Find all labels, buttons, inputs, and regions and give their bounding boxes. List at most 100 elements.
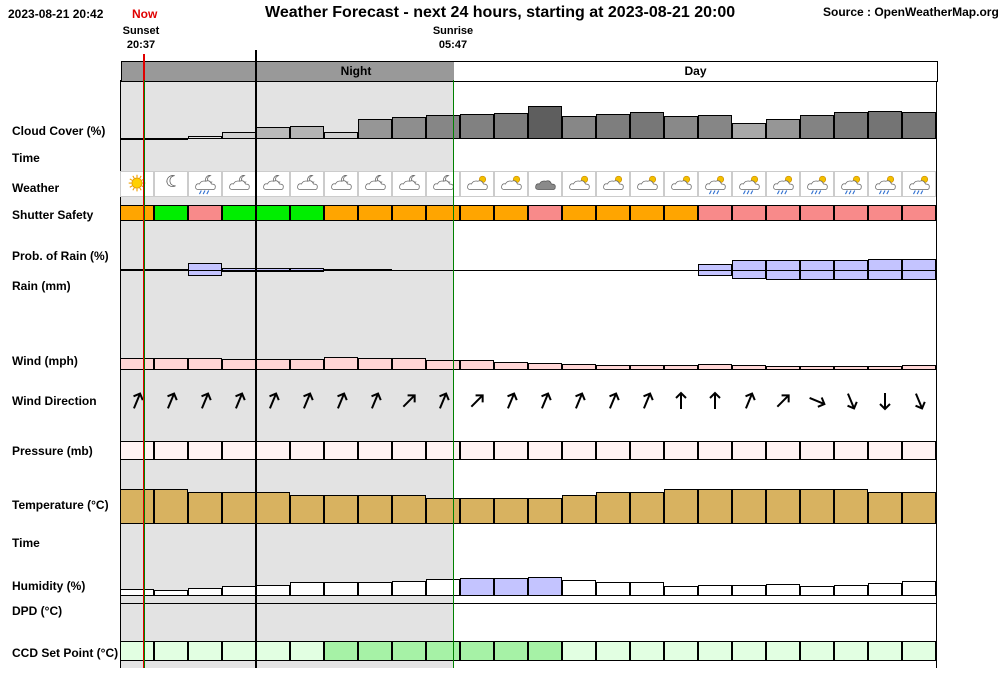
ccd-cell	[766, 641, 800, 661]
wind-arrow-icon	[494, 390, 528, 412]
humidity-bar	[188, 588, 222, 596]
cloud-cover-bar	[800, 115, 834, 139]
shutter-safety-cell	[834, 205, 868, 221]
shutter-safety-cell	[494, 205, 528, 221]
temperature-bar	[358, 495, 392, 524]
humidity-bar	[834, 585, 868, 596]
moon-cloud-icon	[324, 171, 358, 197]
temperature-bar	[256, 492, 290, 524]
ccd-cell	[222, 641, 256, 661]
pressure-cell	[596, 441, 630, 460]
sun-cloud-rain-icon	[698, 171, 732, 197]
shutter-safety-cell	[426, 205, 460, 221]
ccd-cell	[358, 641, 392, 661]
pressure-cell	[664, 441, 698, 460]
ccd-cell	[154, 641, 188, 661]
humidity-bar	[698, 585, 732, 596]
pressure-cell	[460, 441, 494, 460]
rain-prob-bar	[188, 263, 222, 276]
ccd-cell	[868, 641, 902, 661]
sun-cloud-rain-icon	[800, 171, 834, 197]
temperature-bar	[800, 489, 834, 524]
shutter-safety-cell	[392, 205, 426, 221]
temperature-bar	[562, 495, 596, 524]
sunrise-text: Sunrise	[432, 25, 474, 37]
shutter-safety-cell	[766, 205, 800, 221]
sun-cloud-rain-icon	[732, 171, 766, 197]
pressure-cell	[154, 441, 188, 460]
cloud-cover-bar	[596, 114, 630, 139]
rain-baseline	[120, 270, 936, 271]
pressure-cell	[392, 441, 426, 460]
label-wind: Wind (mph)	[12, 354, 78, 368]
ccd-cell	[494, 641, 528, 661]
wind-baseline	[120, 369, 936, 370]
shutter-safety-cell	[562, 205, 596, 221]
wind-arrow-icon	[664, 390, 698, 412]
humidity-bar	[256, 585, 290, 596]
ccd-cell	[528, 641, 562, 661]
ccd-cell	[256, 641, 290, 661]
wind-arrow-icon	[868, 390, 902, 412]
label-wind-direction: Wind Direction	[12, 394, 97, 408]
cloud-cover-bar	[392, 117, 426, 139]
humidity-bar	[630, 582, 664, 596]
moon-cloud-icon	[290, 171, 324, 197]
cloud-icon	[528, 171, 562, 197]
moon-cloud-icon	[222, 171, 256, 197]
humidity-bar	[120, 589, 154, 596]
cloud-cover-bar	[154, 138, 188, 140]
now-label: Now	[132, 7, 158, 21]
cloud-cover-bar	[528, 106, 562, 139]
shutter-safety-cell	[868, 205, 902, 221]
humidity-bar	[494, 578, 528, 596]
ccd-cell	[562, 641, 596, 661]
page-title: Weather Forecast - next 24 hours, starti…	[265, 4, 736, 21]
ccd-cell	[596, 641, 630, 661]
label-time-bottom: Time	[12, 536, 40, 550]
temperature-bar	[392, 495, 426, 524]
cloud-cover-bar	[188, 136, 222, 139]
humidity-bar	[426, 579, 460, 596]
sun-cloud-rain-icon	[902, 171, 936, 197]
humidity-bar	[596, 582, 630, 596]
label-time: Time	[12, 151, 40, 165]
wind-arrow-icon	[596, 390, 630, 412]
label-pressure: Pressure (mb)	[12, 444, 93, 458]
humidity-bar	[392, 581, 426, 596]
cloud-cover-bar	[290, 126, 324, 139]
humidity-bar	[868, 583, 902, 596]
wind-arrow-icon	[188, 390, 222, 412]
day-band: Day	[454, 61, 938, 82]
shutter-safety-cell	[120, 205, 154, 221]
cloud-cover-bar	[120, 138, 154, 140]
wind-arrow-icon	[290, 390, 324, 412]
pressure-cell	[766, 441, 800, 460]
label-weather: Weather	[12, 181, 60, 195]
sun-cloud-rain-icon	[766, 171, 800, 197]
wind-arrow-icon	[630, 390, 664, 412]
temperature-bar	[222, 492, 256, 524]
midnight-line	[255, 50, 257, 668]
humidity-bar	[732, 585, 766, 596]
cloud-cover-bar	[698, 115, 732, 139]
wind-arrow-icon	[834, 390, 868, 412]
pressure-cell	[902, 441, 936, 460]
sunrise-label: Sunrise 05:47	[423, 24, 483, 52]
sun-cloud-icon	[494, 171, 528, 197]
shutter-safety-cell	[154, 205, 188, 221]
shutter-safety-cell	[324, 205, 358, 221]
sun-cloud-icon	[664, 171, 698, 197]
humidity-bar	[460, 578, 494, 596]
pressure-cell	[358, 441, 392, 460]
sun-cloud-icon	[596, 171, 630, 197]
pressure-cell	[698, 441, 732, 460]
temperature-bar	[528, 498, 562, 524]
temperature-bar	[494, 498, 528, 524]
pressure-cell	[732, 441, 766, 460]
temperature-bar	[834, 489, 868, 524]
shutter-safety-cell	[528, 205, 562, 221]
humidity-bar	[766, 584, 800, 596]
wind-arrow-icon	[358, 390, 392, 412]
label-humidity: Humidity (%)	[12, 579, 86, 593]
